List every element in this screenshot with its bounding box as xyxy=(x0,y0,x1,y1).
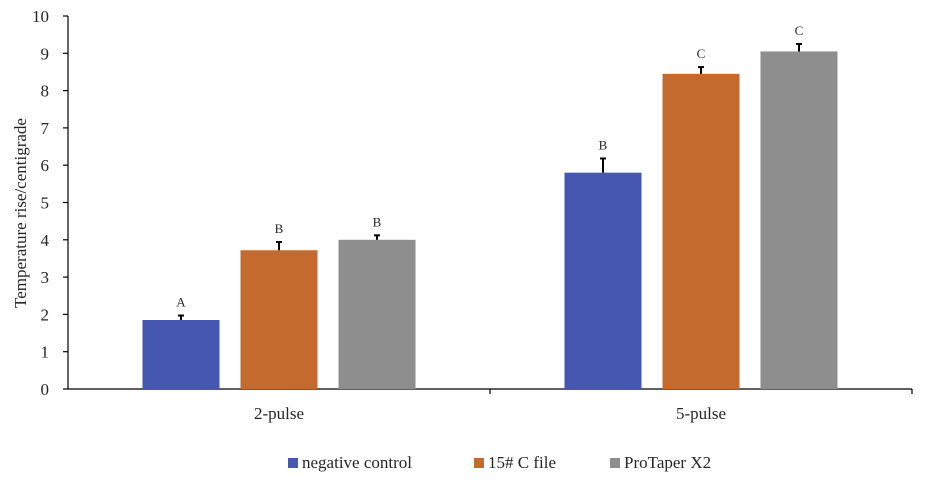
bar xyxy=(760,51,838,390)
significance-label: B xyxy=(599,137,608,152)
significance-label: B xyxy=(373,214,382,229)
legend-label: ProTaper X2 xyxy=(624,453,711,472)
y-tick-label: 1 xyxy=(41,343,50,362)
significance-label: C xyxy=(795,23,804,38)
y-axis-title-group: Temperature rise/centigrade xyxy=(11,118,30,308)
y-tick-label: 4 xyxy=(41,231,50,250)
bar xyxy=(142,319,220,389)
bar xyxy=(240,250,318,389)
y-tick-label: 5 xyxy=(41,194,50,213)
significance-label: C xyxy=(697,46,706,61)
y-tick-label: 9 xyxy=(41,44,50,63)
x-category-label: 2-pulse xyxy=(254,404,304,423)
y-tick-label: 6 xyxy=(41,156,50,175)
legend-swatch xyxy=(474,458,484,468)
bar xyxy=(564,172,642,389)
bar xyxy=(338,239,416,389)
legend-swatch xyxy=(288,458,298,468)
y-tick-label: 3 xyxy=(41,268,50,287)
y-tick-label: 2 xyxy=(41,305,50,324)
y-tick-label: 8 xyxy=(41,82,50,101)
legend-label: 15# C file xyxy=(488,453,556,472)
y-axis-title: Temperature rise/centigrade xyxy=(11,118,30,308)
y-tick-label: 0 xyxy=(41,380,50,399)
significance-label: B xyxy=(275,221,284,236)
bar xyxy=(662,73,740,389)
significance-label: A xyxy=(176,295,186,310)
x-category-label: 5-pulse xyxy=(676,404,726,423)
legend: negative control 15# C file ProTaper X2 xyxy=(288,453,711,472)
legend-label: negative control xyxy=(302,453,412,472)
y-tick-label: 7 xyxy=(41,119,50,138)
plot-area: 0 1 2 3 4 5 6 7 8 9 10 A B B 2-pulse B C C 5-pulse xyxy=(32,7,913,423)
legend-swatch xyxy=(610,458,620,468)
y-tick-label: 10 xyxy=(32,7,49,26)
